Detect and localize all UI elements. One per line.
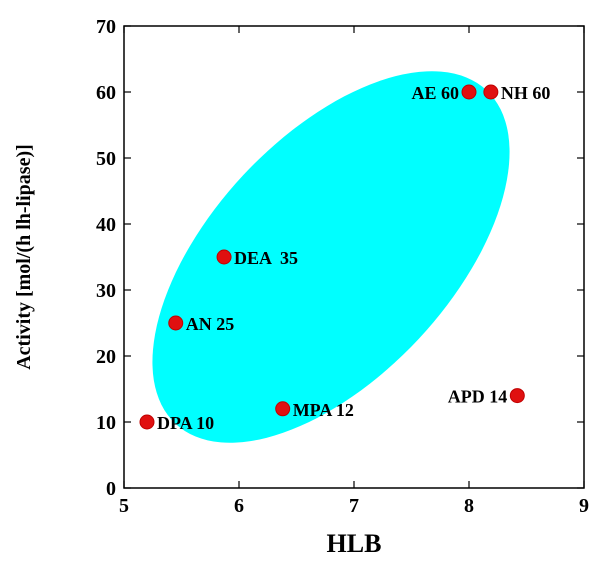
data-point-label: APD 14 xyxy=(448,387,508,407)
x-tick-label: 5 xyxy=(119,495,129,517)
data-point-label: NH 60 xyxy=(501,83,550,103)
x-tick-label: 8 xyxy=(464,495,474,517)
x-tick-label: 7 xyxy=(349,495,359,517)
data-point-label: MPA 12 xyxy=(293,400,354,420)
x-axis-title: HLB xyxy=(327,529,382,558)
data-point xyxy=(139,414,155,430)
data-point xyxy=(216,249,232,265)
y-tick-label: 20 xyxy=(96,346,116,368)
highlight-region-layer xyxy=(152,71,510,443)
y-tick-label: 0 xyxy=(106,478,116,500)
y-tick-label: 30 xyxy=(96,280,116,302)
y-tick-label: 50 xyxy=(96,148,116,170)
data-points: DPA 10 AN 25 DEA 35 MPA 12 AE 60 NH 60 APD 14 xyxy=(139,83,550,433)
y-tick-label: 40 xyxy=(96,214,116,236)
y-tick-label: 70 xyxy=(96,16,116,38)
y-tick-label: 60 xyxy=(96,82,116,104)
axis-ticks: 5 6 7 8 9 0 10 20 30 40 50 60 70 xyxy=(96,16,589,517)
x-tick-label: 9 xyxy=(579,495,589,517)
data-point xyxy=(461,84,477,100)
data-point xyxy=(509,388,525,404)
y-tick-label: 10 xyxy=(96,412,116,434)
data-point-label: DPA 10 xyxy=(157,413,214,433)
y-axis-title: Activity [mol/(h lh-lipase)] xyxy=(13,144,35,370)
data-point xyxy=(483,84,499,100)
data-point-label: DEA 35 xyxy=(234,248,298,268)
x-tick-label: 6 xyxy=(234,495,244,517)
data-point xyxy=(168,315,184,331)
data-point xyxy=(275,401,291,417)
highlight-ellipse xyxy=(152,71,510,443)
data-point-label: AE 60 xyxy=(411,83,459,103)
data-point-label: AN 25 xyxy=(186,314,235,334)
